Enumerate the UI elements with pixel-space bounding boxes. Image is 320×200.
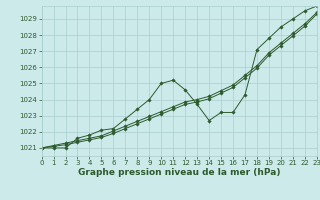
X-axis label: Graphe pression niveau de la mer (hPa): Graphe pression niveau de la mer (hPa): [78, 168, 280, 177]
